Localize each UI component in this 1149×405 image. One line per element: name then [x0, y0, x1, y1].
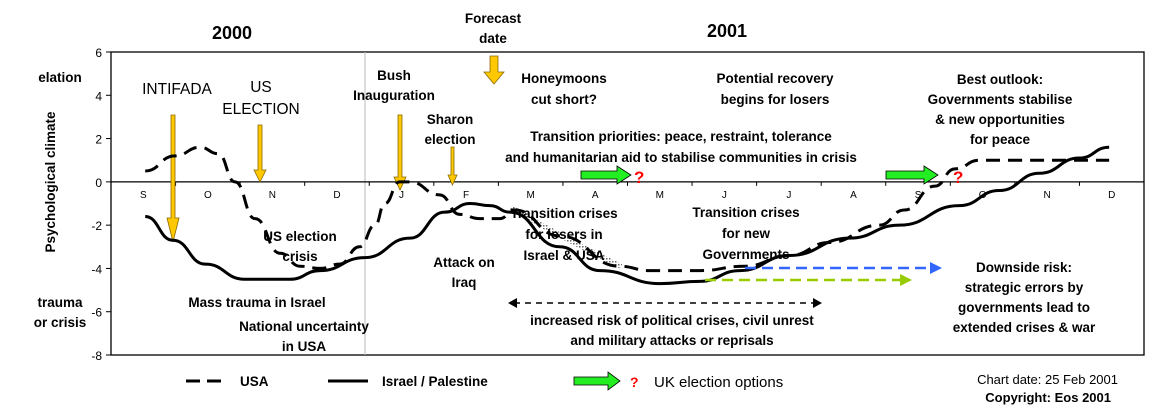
attack-label: Attack on: [433, 255, 495, 270]
best-outlook-label: for peace: [970, 132, 1031, 147]
sharon-label: Sharon: [427, 112, 474, 127]
us-crisis-label: US election: [263, 229, 337, 244]
honeymoons-label: Honeymoons: [521, 71, 607, 86]
us-crisis-label: crisis: [282, 249, 317, 264]
transition-new-label: Transition crises: [692, 205, 799, 220]
y-bottom-label: or crisis: [34, 315, 87, 330]
downside-label: Downside risk:: [976, 260, 1072, 275]
month-label: A: [850, 190, 857, 201]
y-tick-label: -4: [91, 262, 102, 276]
forecast-arrow-icon: [483, 55, 505, 85]
best-outlook-label: & new opportunities: [935, 112, 1065, 127]
year-2001-label: 2001: [707, 21, 747, 41]
month-label: J: [786, 190, 791, 201]
y-axis-title: Psychological climate: [43, 111, 58, 253]
downside-label: extended crises & war: [953, 320, 1096, 335]
month-label: S: [140, 190, 147, 201]
honeymoons-label: cut short?: [531, 92, 597, 107]
uncertainty-label: National uncertainty: [239, 319, 369, 334]
increased-risk-label: and military attacks or reprisals: [570, 333, 773, 348]
month-label: J: [399, 190, 404, 201]
y-tick-label: 6: [95, 46, 102, 60]
intifada-label: INTIFADA: [142, 81, 212, 98]
usa-series-line: [145, 145, 1110, 273]
priorities-label: and humanitarian aid to stabilise commun…: [505, 150, 857, 165]
bush-label: Inauguration: [353, 88, 435, 103]
best-outlook-label: Best outlook:: [957, 72, 1043, 87]
month-label: J: [722, 190, 727, 201]
y-tick-label: -2: [91, 219, 102, 233]
uncertainty-label: in USA: [282, 339, 327, 354]
y-tick-label: -6: [91, 306, 102, 320]
month-label: N: [269, 190, 276, 201]
month-label: M: [526, 190, 534, 201]
israel-series-line: [144, 145, 1110, 286]
legend-usa-label: USA: [240, 374, 269, 389]
month-label: D: [1108, 190, 1115, 201]
annotations: Forecast date INTIFADA US ELECTION Bush …: [142, 11, 1096, 354]
increased-risk-label: increased risk of political crises, civi…: [530, 313, 814, 328]
arrowhead-icon: [508, 298, 822, 308]
event-arrows: [166, 55, 505, 243]
question-icon: ?: [953, 168, 963, 187]
month-label: A: [592, 190, 599, 201]
recovery-label: Potential recovery: [716, 71, 834, 86]
month-label: O: [204, 190, 212, 201]
downside-label: strategic errors by: [965, 280, 1084, 295]
forecast-label: Forecast: [465, 11, 522, 26]
best-outlook-label: Governments stabilise: [928, 92, 1073, 107]
intifada-arrow-icon: [166, 114, 180, 243]
y-tick-label: 0: [95, 176, 102, 190]
sharon-arrow-icon: [447, 146, 458, 186]
recovery-label: begins for losers: [721, 92, 830, 107]
arrowhead-icon: [930, 262, 942, 274]
year-2000-label: 2000: [212, 23, 252, 43]
chart-date: Chart date: 25 Feb 2001: [977, 372, 1118, 387]
y-bottom-label: trauma: [37, 295, 83, 310]
y-tick-label: -8: [91, 349, 102, 363]
forecast-label: date: [479, 31, 507, 46]
copyright: Copyright: Eos 2001: [985, 390, 1111, 405]
transition-new-label: for new: [722, 226, 771, 241]
arrowhead-icon: [900, 274, 912, 286]
month-label: F: [463, 190, 469, 201]
y-top-label: elation: [38, 70, 82, 85]
legend-uk-label: UK election options: [654, 374, 783, 391]
transition-losers-label: Transition crises: [510, 206, 617, 221]
plot-area: [110, 51, 1145, 356]
transition-losers-label: Israel & USA: [523, 248, 604, 263]
legend-israel-label: Israel / Palestine: [382, 374, 488, 389]
uk-arrow-icon: [885, 165, 939, 185]
y-tick-label: 4: [95, 89, 102, 103]
question-icon: ?: [630, 374, 639, 390]
transition-losers-label: for losers in: [525, 227, 602, 242]
month-label: D: [333, 190, 340, 201]
legend: USA Israel / Palestine ? UK election opt…: [186, 371, 783, 391]
uk-arrow-icon: [580, 165, 632, 185]
y-tick-label: 2: [95, 133, 102, 147]
question-icon: ?: [634, 168, 644, 187]
us-election-label: US: [250, 79, 272, 96]
uk-election-arrows: ? ?: [580, 165, 963, 187]
month-label: N: [1044, 190, 1051, 201]
mass-trauma-label: Mass trauma in Israel: [188, 295, 325, 310]
us-election-label: ELECTION: [222, 101, 300, 118]
sharon-label: election: [424, 132, 475, 147]
downside-label: governments lead to: [958, 300, 1090, 315]
month-label: M: [656, 190, 664, 201]
bush-label: Bush: [377, 68, 411, 83]
us-election-arrow-icon: [253, 124, 267, 183]
month-label: S: [915, 190, 922, 201]
bush-arrow-icon: [393, 114, 407, 191]
transition-new-label: Governments: [702, 247, 789, 262]
attack-label: Iraq: [452, 275, 477, 290]
priorities-label: Transition priorities: peace, restraint,…: [530, 129, 832, 144]
legend-uk-arrow-icon: [573, 371, 621, 391]
